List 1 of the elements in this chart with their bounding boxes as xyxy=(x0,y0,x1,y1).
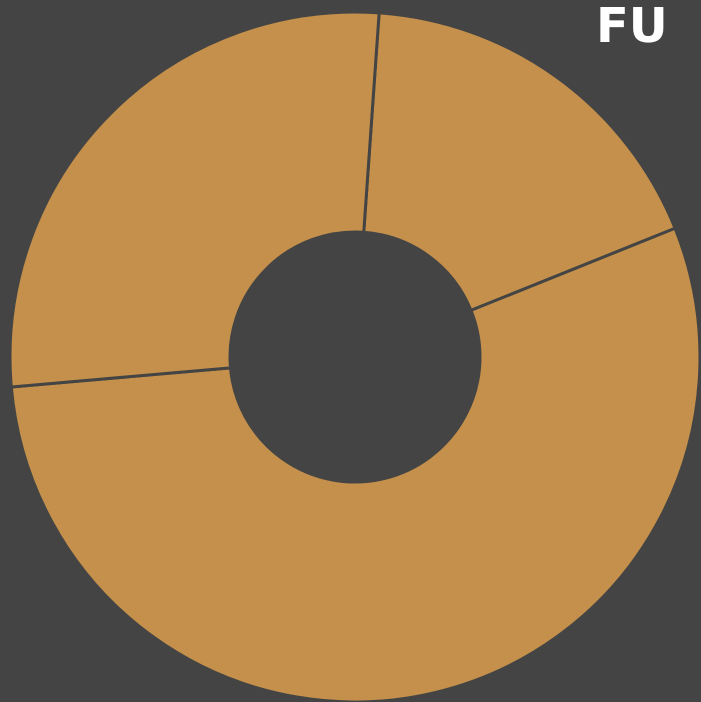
chart-title: FU xyxy=(596,0,668,54)
